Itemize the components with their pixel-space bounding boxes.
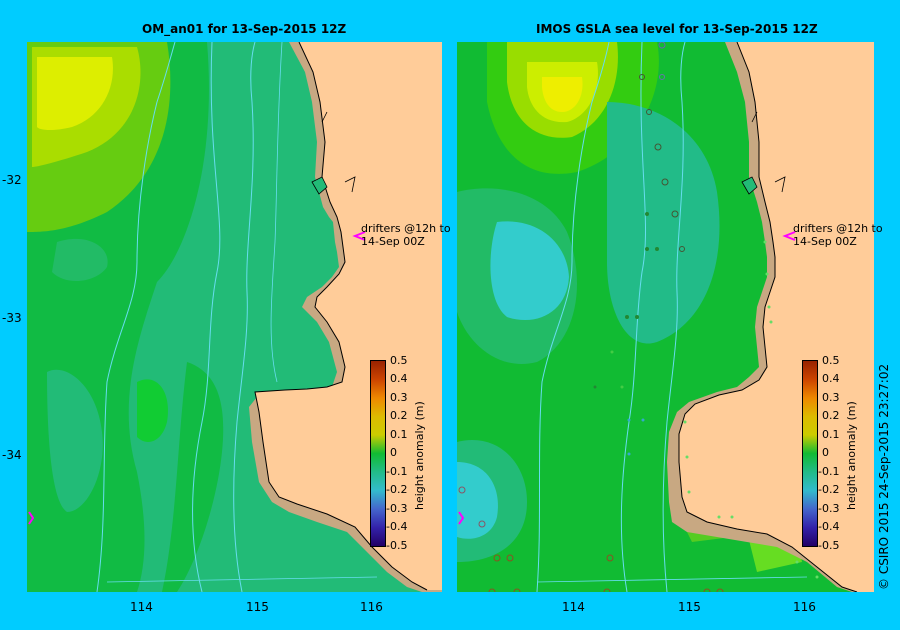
- altimeter-point: [639, 74, 645, 80]
- colorbar-gradient: [370, 360, 386, 547]
- altimeter-point: [488, 588, 496, 592]
- right-lon-115: 115: [678, 600, 701, 614]
- coastline: [254, 42, 428, 591]
- lat-label-34: -34: [2, 448, 22, 462]
- land-area: [255, 42, 442, 590]
- altimeter-point: [603, 588, 611, 592]
- left-colorbar: 0.5 0.4 0.3 0.2 0.1 0 -0.1 -0.2 -0.3 -0.…: [370, 354, 414, 552]
- altimeter-point: [703, 588, 711, 592]
- left-drifter-line1: drifters @12h to: [361, 222, 451, 235]
- river-line: [751, 111, 786, 193]
- right-panel-title: IMOS GSLA sea level for 13-Sep-2015 12Z: [536, 22, 818, 36]
- colorbar-tick: 0.4: [390, 372, 408, 385]
- colorbar-tick: 0.2: [390, 409, 408, 422]
- sea-field-teal-mid: [52, 238, 108, 282]
- altimeter-point: [716, 588, 724, 592]
- altimeter-point: [658, 42, 666, 49]
- sea-field-high: [542, 77, 583, 112]
- altimeter-point: [458, 486, 466, 494]
- colorbar-tick: 0: [822, 446, 829, 459]
- bathymetry-contour-1: [536, 42, 610, 592]
- copyright-credit: © CSIRO 2015 24-Sep-2015 23:27:02: [877, 363, 891, 590]
- right-map: [457, 42, 874, 592]
- colorbar-tick: -0.2: [818, 483, 840, 496]
- sea-field-cyan-low: [490, 221, 569, 321]
- colorbar-tick: -0.1: [386, 465, 408, 478]
- colorbar-tick: -0.3: [386, 502, 408, 515]
- colorbar-tick: 0.1: [390, 428, 408, 441]
- colorbar-tick: 0.1: [822, 428, 840, 441]
- sea-field-teal-south: [47, 369, 103, 512]
- lat-label-32: -32: [2, 173, 22, 187]
- bathymetry-contour-2: [620, 42, 647, 592]
- sea-field-cyan-south: [457, 462, 498, 539]
- altimeter-point: [671, 210, 679, 218]
- estuary: [311, 176, 328, 195]
- bathymetry-contour-2: [192, 42, 221, 592]
- colorbar-tick: 0.4: [822, 372, 840, 385]
- bathymetry-contour-4: [270, 42, 283, 383]
- colorbar-tick: 0.3: [390, 391, 408, 404]
- colorbar-tick: -0.2: [386, 483, 408, 496]
- bathymetry-contour-3: [662, 42, 686, 592]
- river-line: [321, 111, 356, 193]
- right-drifter-line2: 14-Sep 00Z: [793, 235, 857, 248]
- right-colorbar-title: height anomaly (m): [845, 401, 858, 510]
- drifter-marker: [352, 231, 366, 241]
- altimeter-point: [606, 554, 614, 562]
- drifter-marker-edge: [28, 511, 35, 525]
- colorbar-tick: -0.4: [818, 520, 840, 533]
- left-lon-114: 114: [130, 600, 153, 614]
- altimeter-point: [506, 554, 514, 562]
- estuary: [741, 176, 758, 195]
- altimeter-point: [654, 143, 662, 151]
- bathymetry-contour-4: [536, 576, 808, 583]
- altimeter-point: [661, 178, 669, 186]
- colorbar-gradient: [802, 360, 818, 547]
- left-drifter-note: drifters @12h to 14-Sep 00Z: [361, 222, 451, 248]
- colorbar-tick: -0.5: [818, 539, 840, 552]
- colorbar-tick: -0.5: [386, 539, 408, 552]
- colorbar-tick: -0.1: [818, 465, 840, 478]
- drifter-marker: [782, 231, 796, 241]
- sea-field-green-centre: [137, 379, 168, 442]
- bathymetry-contour-3: [233, 42, 256, 592]
- colorbar-tick: 0.3: [822, 391, 840, 404]
- left-drifter-line2: 14-Sep 00Z: [361, 235, 425, 248]
- bathymetry-contour-5: [106, 576, 378, 583]
- colorbar-tick: -0.4: [386, 520, 408, 533]
- colorbar-tick: 0: [390, 446, 397, 459]
- altimeter-point: [659, 74, 665, 80]
- bathymetry-contour-1: [96, 42, 176, 592]
- left-map: [27, 42, 442, 592]
- left-lon-116: 116: [360, 600, 383, 614]
- altimeter-points: [458, 42, 724, 592]
- sea-field-green-south: [162, 362, 224, 592]
- altimeter-point: [646, 109, 652, 115]
- right-drifter-line1: drifters @12h to: [793, 222, 883, 235]
- altimeter-point: [478, 520, 486, 528]
- sea-field-teal-central: [607, 102, 720, 344]
- colorbar-tick: 0.2: [822, 409, 840, 422]
- altimeter-point: [513, 588, 521, 592]
- colorbar-tick: 0.5: [390, 354, 408, 367]
- right-drifter-note: drifters @12h to 14-Sep 00Z: [793, 222, 883, 248]
- colorbar-tick: -0.3: [818, 502, 840, 515]
- altimeter-point: [493, 554, 501, 562]
- left-panel-title: OM_an01 for 13-Sep-2015 12Z: [142, 22, 347, 36]
- colorbar-tick: 0.5: [822, 354, 840, 367]
- right-lon-116: 116: [793, 600, 816, 614]
- sea-field-high: [37, 57, 113, 131]
- altimeter-point: [679, 246, 685, 252]
- land-area: [679, 42, 874, 592]
- left-lon-115: 115: [246, 600, 269, 614]
- left-colorbar-title: height anomaly (m): [413, 401, 426, 510]
- right-lon-114: 114: [562, 600, 585, 614]
- altimeter-dots: [593, 212, 819, 579]
- lat-label-33: -33: [2, 311, 22, 325]
- coastline: [678, 42, 858, 592]
- right-colorbar: 0.5 0.4 0.3 0.2 0.1 0 -0.1 -0.2 -0.3 -0.…: [802, 354, 846, 552]
- drifter-marker-edge: [458, 511, 465, 525]
